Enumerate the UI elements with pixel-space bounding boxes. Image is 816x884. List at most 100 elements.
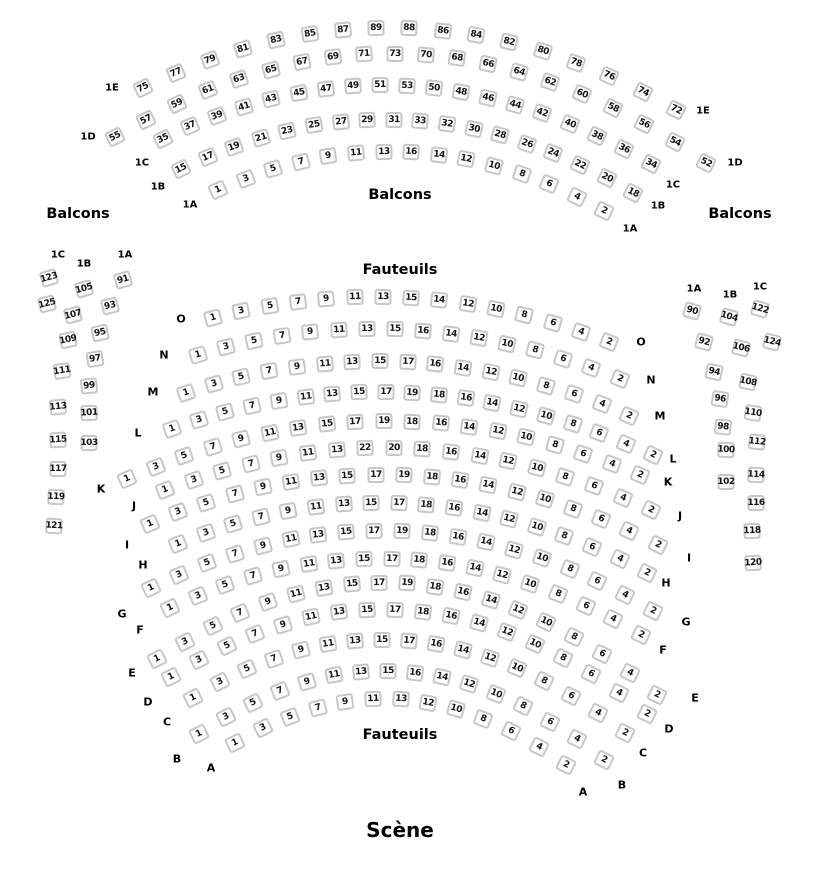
seat-fauteuil-F-17[interactable]: 17 (382, 550, 401, 567)
seat-fauteuil-G-5[interactable]: 5 (196, 552, 218, 574)
seat-fauteuil-B-16[interactable]: 16 (405, 663, 425, 682)
seat-fauteuil-L-15[interactable]: 15 (350, 384, 368, 401)
seat-balcon-1B-27[interactable]: 27 (331, 112, 350, 131)
seat-fauteuil-O-10[interactable]: 10 (486, 299, 506, 319)
seat-fauteuil-N-12[interactable]: 12 (469, 328, 489, 348)
seat-fauteuil-D-2[interactable]: 2 (635, 702, 659, 725)
seat-balcon-1A-8[interactable]: 8 (510, 163, 533, 185)
seat-balcon-1D-63[interactable]: 63 (228, 68, 250, 90)
seat-balcon-1A-7[interactable]: 7 (290, 152, 311, 172)
seat-box-right-124[interactable]: 124 (761, 332, 783, 352)
seat-box-left-101[interactable]: 101 (80, 404, 98, 422)
seat-fauteuil-E-17[interactable]: 17 (370, 574, 388, 591)
seat-fauteuil-C-17[interactable]: 17 (399, 631, 419, 650)
seat-box-left-109[interactable]: 109 (58, 330, 78, 350)
seat-fauteuil-O-4[interactable]: 4 (570, 321, 592, 343)
seat-fauteuil-G-10[interactable]: 10 (530, 548, 553, 569)
seat-balcon-1A-9[interactable]: 9 (318, 147, 339, 166)
seat-fauteuil-K-13[interactable]: 13 (288, 418, 308, 438)
seat-fauteuil-I-15[interactable]: 15 (338, 467, 357, 485)
seat-fauteuil-I-5[interactable]: 5 (195, 492, 217, 513)
seat-fauteuil-M-6[interactable]: 6 (563, 384, 585, 405)
seat-fauteuil-J-9[interactable]: 9 (269, 448, 290, 468)
seat-balcon-1E-78[interactable]: 78 (565, 52, 587, 74)
seat-fauteuil-L-17[interactable]: 17 (377, 384, 395, 401)
seat-fauteuil-M-5[interactable]: 5 (231, 367, 252, 387)
seat-box-left-93[interactable]: 93 (99, 296, 121, 316)
seat-balcon-1D-52[interactable]: 52 (694, 151, 718, 174)
seat-fauteuil-H-15[interactable]: 15 (362, 494, 380, 511)
seat-balcon-1E-81[interactable]: 81 (232, 38, 254, 59)
seat-balcon-1A-10[interactable]: 10 (483, 155, 505, 176)
seat-fauteuil-G-7[interactable]: 7 (224, 543, 246, 564)
seat-fauteuil-C-7[interactable]: 7 (263, 648, 285, 670)
seat-fauteuil-K-10[interactable]: 10 (515, 427, 537, 448)
seat-fauteuil-B-6[interactable]: 6 (538, 710, 562, 733)
seat-fauteuil-I-12[interactable]: 12 (506, 481, 527, 502)
seat-balcon-1E-84[interactable]: 84 (466, 25, 486, 45)
seat-box-right-102[interactable]: 102 (717, 474, 735, 490)
seat-balcon-1B-30[interactable]: 30 (463, 119, 484, 139)
seat-fauteuil-B-4[interactable]: 4 (565, 728, 589, 751)
seat-fauteuil-H-5[interactable]: 5 (222, 514, 244, 535)
seat-fauteuil-G-4[interactable]: 4 (614, 584, 637, 606)
seat-balcon-1D-70[interactable]: 70 (416, 46, 436, 64)
seat-fauteuil-D-6[interactable]: 6 (579, 663, 603, 686)
seat-fauteuil-H-14[interactable]: 14 (471, 503, 492, 523)
seat-fauteuil-K-19[interactable]: 19 (374, 413, 393, 430)
seat-fauteuil-C-13[interactable]: 13 (345, 632, 365, 650)
seat-fauteuil-N-4[interactable]: 4 (580, 357, 603, 379)
seat-fauteuil-D-3[interactable]: 3 (187, 649, 211, 672)
seat-fauteuil-B-1[interactable]: 1 (187, 723, 211, 746)
seat-balcon-1E-86[interactable]: 86 (433, 21, 453, 40)
seat-fauteuil-E-15[interactable]: 15 (342, 575, 361, 593)
seat-balcon-1E-82[interactable]: 82 (499, 32, 520, 52)
seat-fauteuil-I-2[interactable]: 2 (646, 534, 669, 556)
seat-fauteuil-D-5[interactable]: 5 (215, 635, 239, 657)
seat-fauteuil-N-5[interactable]: 5 (244, 331, 265, 351)
seat-fauteuil-A-11[interactable]: 11 (364, 690, 382, 708)
seat-fauteuil-O-8[interactable]: 8 (514, 305, 535, 326)
seat-balcon-1D-71[interactable]: 71 (354, 45, 373, 63)
seat-balcon-1D-54[interactable]: 54 (663, 131, 686, 154)
seat-box-left-95[interactable]: 95 (90, 323, 110, 343)
seat-fauteuil-H-8[interactable]: 8 (553, 525, 576, 547)
seat-fauteuil-K-1[interactable]: 1 (115, 468, 139, 490)
seat-balcon-1A-11[interactable]: 11 (346, 144, 366, 162)
seat-fauteuil-F-7[interactable]: 7 (242, 566, 264, 587)
seat-fauteuil-M-16[interactable]: 16 (426, 355, 445, 373)
seat-balcon-1D-62[interactable]: 62 (539, 71, 562, 92)
seat-fauteuil-F-15[interactable]: 15 (355, 550, 373, 567)
seat-fauteuil-N-13[interactable]: 13 (357, 320, 376, 338)
seat-balcon-1B-19[interactable]: 19 (223, 136, 245, 158)
seat-balcon-1E-77[interactable]: 77 (165, 61, 188, 84)
seat-fauteuil-L-11[interactable]: 11 (296, 387, 315, 406)
seat-balcon-1D-61[interactable]: 61 (197, 79, 220, 101)
seat-fauteuil-N-2[interactable]: 2 (608, 368, 631, 390)
seat-fauteuil-C-12[interactable]: 12 (479, 647, 501, 669)
seat-fauteuil-K-12[interactable]: 12 (487, 421, 508, 441)
seat-box-left-111[interactable]: 111 (52, 361, 72, 381)
seat-fauteuil-N-10[interactable]: 10 (497, 333, 518, 354)
seat-fauteuil-M-17[interactable]: 17 (398, 353, 417, 371)
seat-fauteuil-M-9[interactable]: 9 (287, 357, 307, 376)
seat-fauteuil-E-1[interactable]: 1 (145, 648, 169, 671)
seat-box-left-113[interactable]: 113 (48, 398, 68, 416)
seat-fauteuil-M-11[interactable]: 11 (315, 354, 334, 373)
seat-fauteuil-L-18[interactable]: 18 (429, 386, 449, 404)
seat-fauteuil-K-8[interactable]: 8 (544, 434, 565, 455)
seat-fauteuil-A-7[interactable]: 7 (307, 697, 329, 718)
seat-fauteuil-C-14[interactable]: 14 (452, 639, 474, 660)
seat-fauteuil-H-17[interactable]: 17 (390, 494, 408, 512)
seat-fauteuil-L-5[interactable]: 5 (215, 402, 236, 423)
seat-fauteuil-J-8[interactable]: 8 (554, 466, 576, 487)
seat-balcon-1E-85[interactable]: 85 (299, 24, 320, 44)
seat-balcon-1A-14[interactable]: 14 (429, 145, 449, 164)
seat-fauteuil-J-3[interactable]: 3 (182, 469, 205, 491)
seat-balcon-1B-25[interactable]: 25 (304, 116, 324, 135)
seat-box-right-116[interactable]: 116 (747, 495, 765, 511)
seat-fauteuil-B-15[interactable]: 15 (379, 662, 397, 679)
seat-fauteuil-K-16[interactable]: 16 (431, 414, 450, 433)
seat-balcon-1B-22[interactable]: 22 (568, 154, 592, 176)
seat-balcon-1D-66[interactable]: 66 (478, 54, 499, 74)
